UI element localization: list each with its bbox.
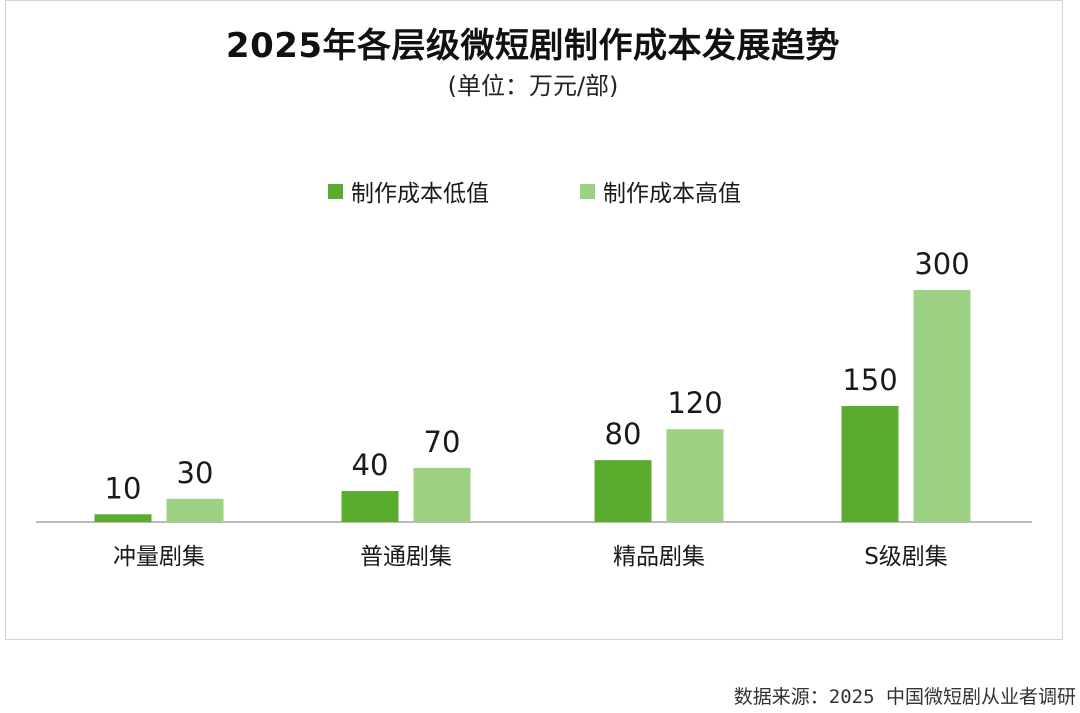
bar-low-2 (594, 460, 652, 522)
chart-title: 2025年各层级微短剧制作成本发展趋势 (225, 26, 841, 66)
data-label-low-2: 80 (605, 417, 642, 451)
bar-high-0 (166, 498, 224, 522)
category-label-0: 冲量剧集 (113, 544, 205, 570)
data-label-high-2: 120 (667, 386, 722, 420)
category-label-2: 精品剧集 (613, 544, 705, 570)
data-label-high-3: 300 (914, 247, 969, 281)
legend-swatch-low (328, 183, 343, 199)
source-note: 数据来源：2025 中国微短剧从业者调研 (733, 686, 1076, 708)
bar-chart-plot: 10 30 冲量剧集 40 70 普通剧集 80 120 精品剧集 150 300 S级剧集 (36, 247, 1032, 570)
legend-label-high: 制作成本高值 (603, 181, 741, 207)
chart-frame (5, 0, 1063, 640)
legend-label-low: 制作成本低值 (351, 181, 489, 207)
bar-high-2 (666, 429, 724, 522)
category-label-3: S级剧集 (864, 544, 948, 570)
data-label-low-0: 10 (105, 471, 142, 505)
legend-swatch-high (580, 183, 595, 199)
category-label-1: 普通剧集 (360, 544, 452, 570)
bar-high-3 (913, 290, 971, 522)
bar-low-3 (841, 406, 899, 522)
chart-subtitle: (单位：万元/部) (447, 72, 619, 100)
data-label-low-1: 40 (352, 448, 389, 482)
bar-high-1 (413, 467, 471, 522)
chart-legend: 制作成本低值 制作成本高值 (0, 176, 1080, 207)
data-label-high-0: 30 (177, 456, 214, 490)
data-label-high-1: 70 (424, 425, 461, 459)
legend-item-low: 制作成本低值 (328, 176, 489, 207)
legend-item-high: 制作成本高值 (580, 176, 741, 207)
data-label-low-3: 150 (842, 363, 897, 397)
bar-low-0 (94, 514, 152, 522)
bar-low-1 (341, 491, 399, 522)
